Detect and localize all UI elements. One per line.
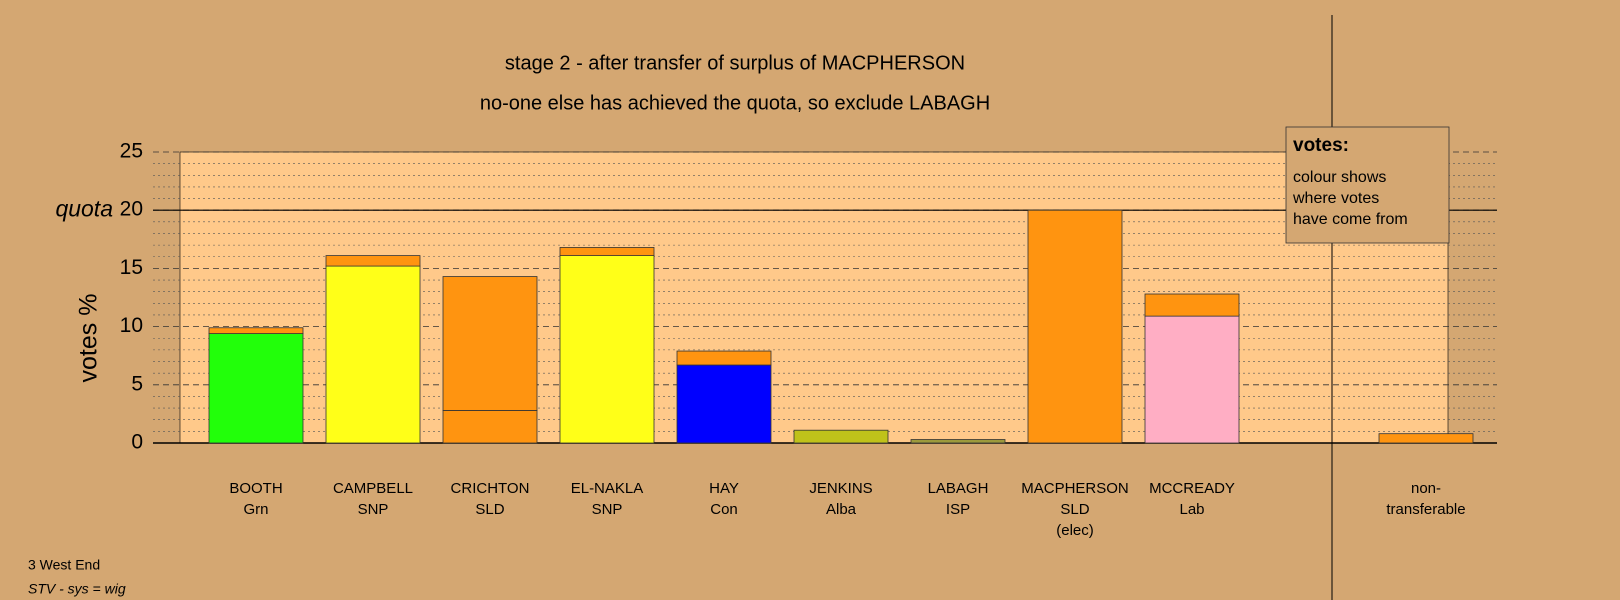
x-tick-label: Lab — [1179, 501, 1204, 518]
y-tick-label: 20 — [120, 198, 143, 221]
footer-line: STV - sys = wig — [28, 581, 126, 597]
x-tick-label: Con — [710, 501, 738, 518]
bar-segment — [559, 255, 655, 444]
legend-text: have come from — [1293, 211, 1408, 228]
x-tick-label: SLD — [475, 501, 504, 518]
legend-title: votes: — [1293, 135, 1349, 156]
x-tick-label: BOOTH — [229, 480, 282, 497]
bar-segment — [208, 333, 304, 444]
y-tick-label: 5 — [131, 372, 143, 395]
bar-segment — [1378, 433, 1474, 444]
quota-label: quota — [55, 195, 113, 221]
chart-title: stage 2 - after transfer of surplus of M… — [505, 52, 965, 74]
bar-segment — [559, 247, 655, 256]
legend-box — [1285, 126, 1450, 244]
bar-segment — [793, 429, 889, 444]
x-tick-label: HAY — [709, 480, 739, 497]
x-tick-label: Alba — [826, 501, 857, 518]
x-tick-label: SNP — [358, 501, 389, 518]
bar-segment — [1144, 315, 1240, 444]
x-tick-label: SLD — [1060, 501, 1089, 518]
y-tick-label: 25 — [120, 140, 143, 163]
x-tick-label: ISP — [946, 501, 970, 518]
y-tick-label: 10 — [120, 314, 143, 337]
bar-segment — [910, 439, 1006, 444]
bar-segment — [442, 410, 538, 444]
x-tick-label: SNP — [592, 501, 623, 518]
bar-segment — [442, 276, 538, 411]
x-tick-label: CAMPBELL — [333, 480, 413, 497]
bar-segment — [325, 255, 421, 267]
bar-segment — [676, 364, 772, 444]
x-tick-label: MACPHERSON — [1021, 480, 1129, 497]
y-tick-label: 15 — [120, 256, 143, 279]
x-tick-label: Grn — [243, 501, 268, 518]
x-tick-label: transferable — [1386, 501, 1465, 518]
x-tick-label: non- — [1411, 480, 1441, 497]
x-tick-label: LABAGH — [928, 480, 989, 497]
legend: votes: colour shows where votes have come f… — [1285, 126, 1450, 244]
x-tick-label: EL-NAKLA — [571, 480, 644, 497]
y-tick-label: 0 — [131, 431, 143, 454]
x-tick-label: JENKINS — [809, 480, 872, 497]
legend-text: colour shows — [1293, 169, 1386, 186]
bar-segment — [1027, 209, 1123, 444]
bar-segment — [676, 350, 772, 366]
x-tick-label: CRICHTON — [451, 480, 530, 497]
y-axis-label: votes % — [75, 294, 103, 383]
bar-segment — [1144, 293, 1240, 317]
bar-segment — [325, 265, 421, 444]
footer-line: 3 West End — [28, 557, 100, 573]
chart-subtitle: no-one else has achieved the quota, so e… — [480, 92, 990, 114]
bar-segment — [208, 327, 304, 334]
legend-text: where votes — [1292, 190, 1379, 207]
x-tick-label: MCCREADY — [1149, 480, 1235, 497]
x-tick-label: (elec) — [1056, 522, 1094, 539]
